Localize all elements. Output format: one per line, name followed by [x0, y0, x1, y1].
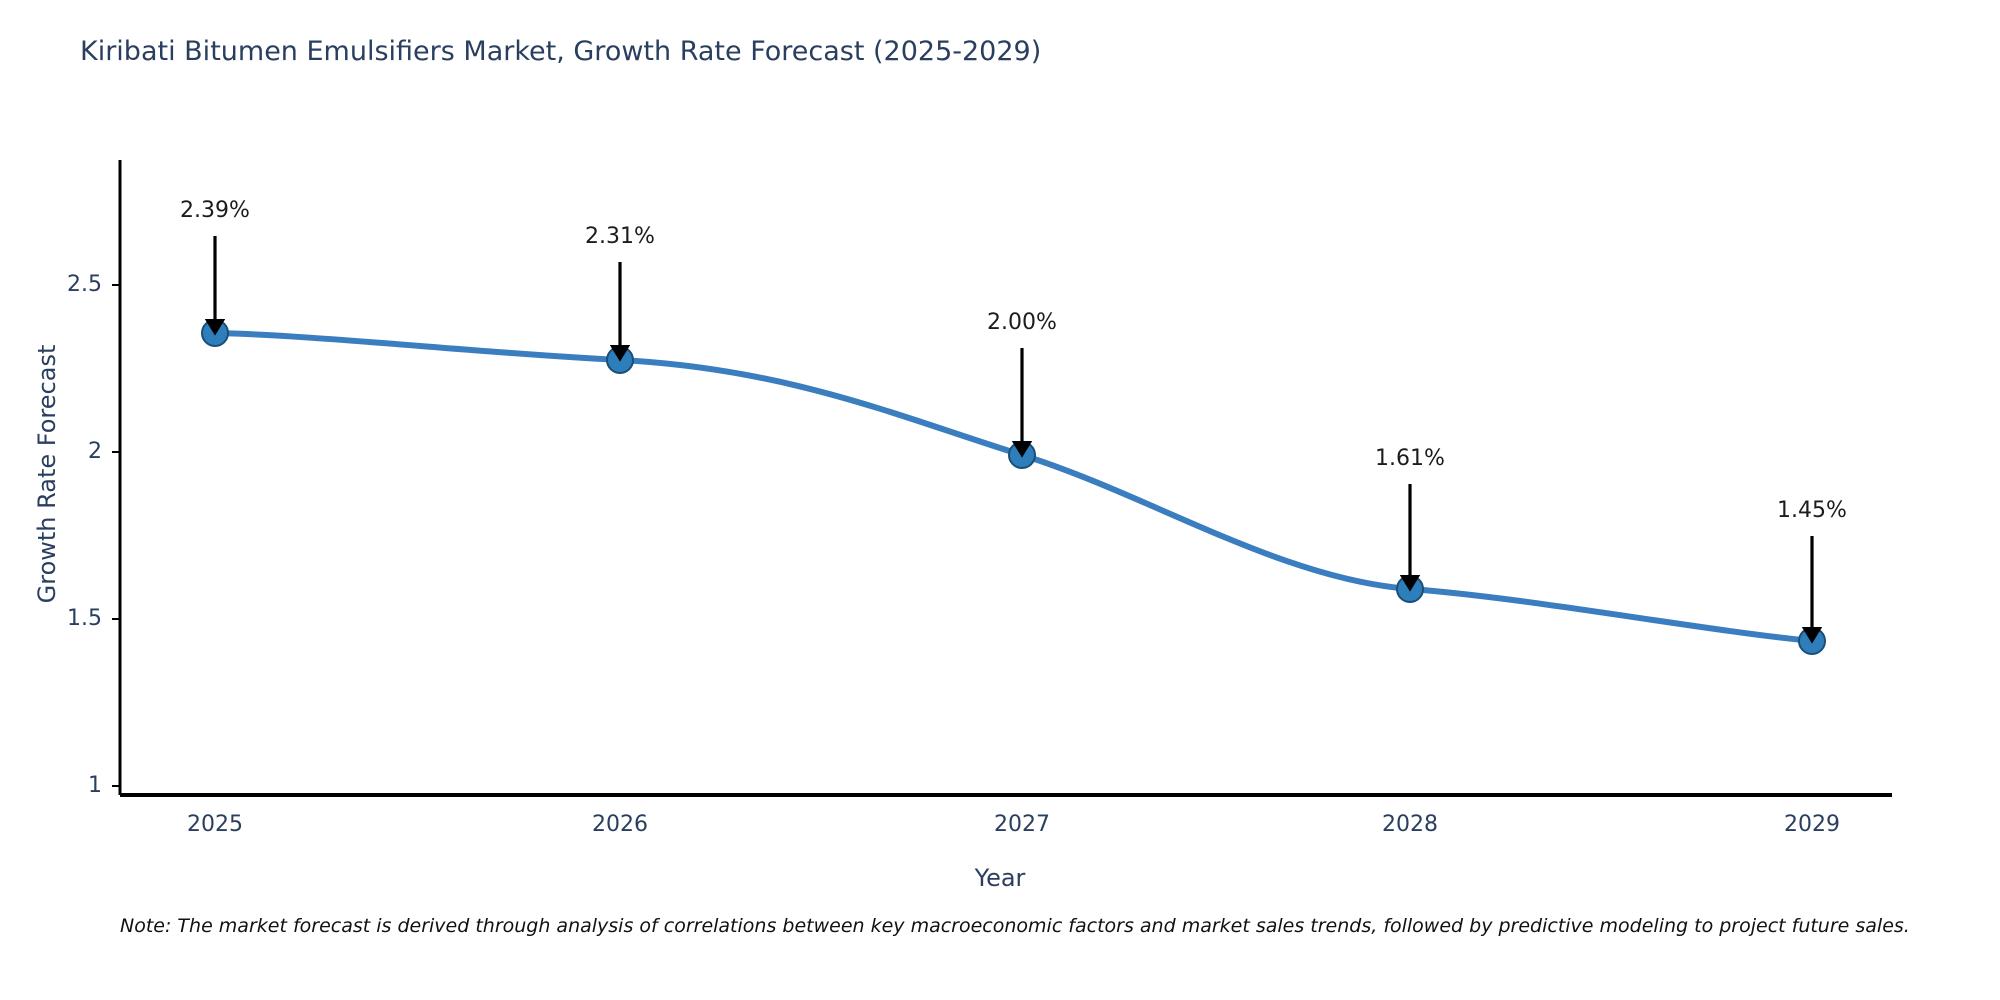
data-point-label: 1.61% — [1375, 446, 1445, 471]
annotation-arrows — [204, 236, 1823, 644]
x-tick-label: 2025 — [187, 812, 243, 837]
y-tick-marks — [112, 284, 120, 787]
y-tick-label: 2 — [88, 439, 102, 464]
y-tick-label: 1.5 — [67, 606, 102, 631]
data-line-series — [212, 330, 1815, 644]
chart-title: Kiribati Bitumen Emulsifiers Market, Gro… — [80, 36, 1042, 67]
data-markers — [201, 319, 1826, 655]
y-axis-label: Growth Rate Forecast — [33, 344, 61, 604]
y-tick-label: 1 — [88, 773, 102, 798]
x-tick-label: 2028 — [1382, 812, 1438, 837]
x-tick-label: 2026 — [592, 812, 648, 837]
data-point-label: 2.31% — [585, 224, 655, 249]
x-tick-label: 2027 — [994, 812, 1050, 837]
y-tick-label: 2.5 — [67, 272, 102, 297]
chart-footnote: Note: The market forecast is derived thr… — [120, 915, 1910, 937]
data-point-label: 2.39% — [180, 198, 250, 223]
x-axis-label: Year — [974, 864, 1026, 892]
data-point-label: 1.45% — [1777, 498, 1847, 523]
data-point-label: 2.00% — [987, 310, 1057, 335]
x-tick-label: 2029 — [1784, 812, 1840, 837]
